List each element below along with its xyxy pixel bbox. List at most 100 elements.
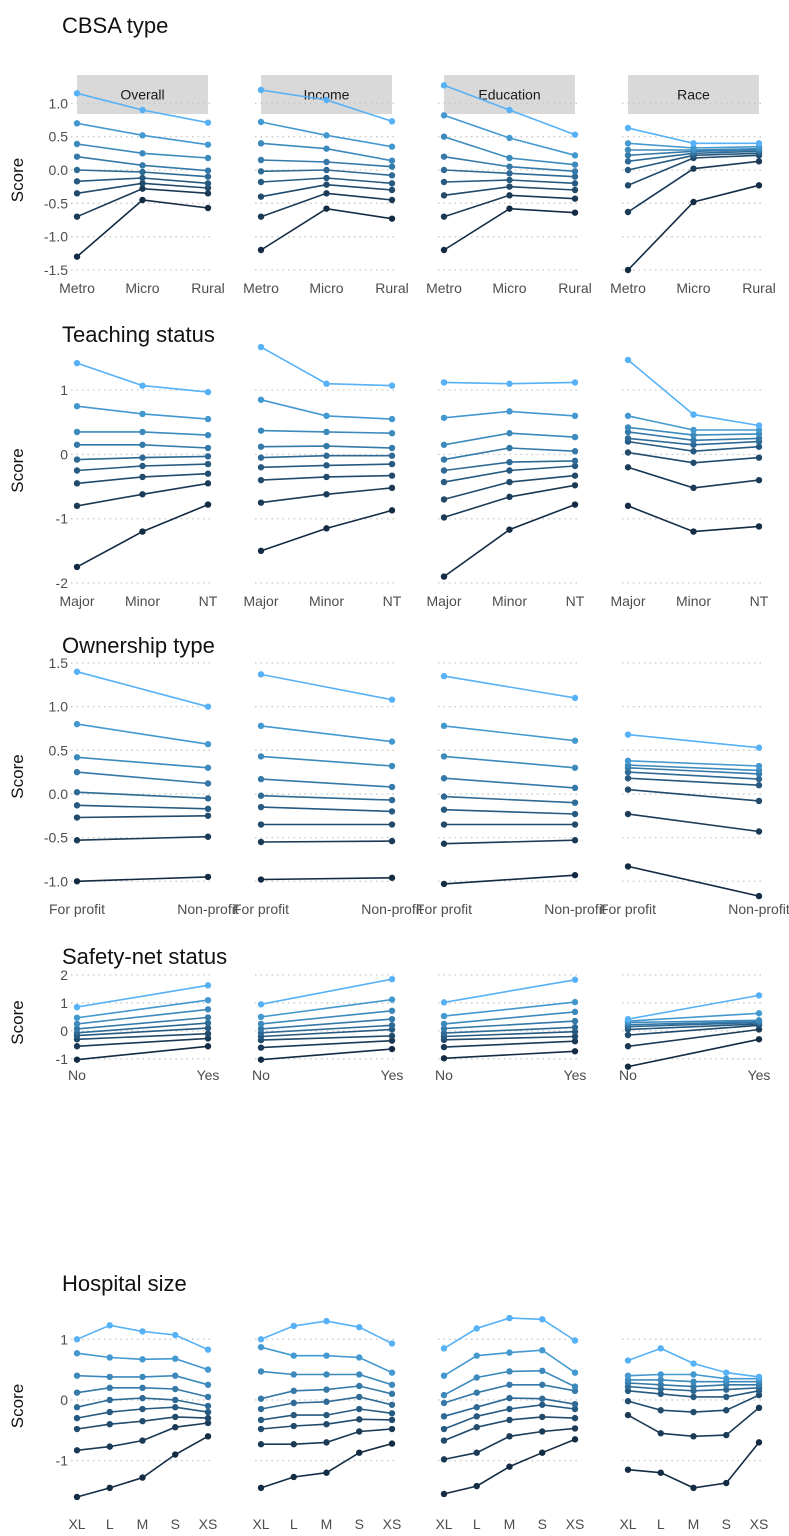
data-point <box>388 172 396 179</box>
series-line <box>443 979 576 1004</box>
series-line <box>627 1012 760 1022</box>
data-point <box>755 426 763 434</box>
data-point <box>73 1020 81 1028</box>
data-point <box>571 186 579 194</box>
series-line <box>443 207 576 251</box>
data-point <box>356 1405 363 1413</box>
series-line <box>260 1028 393 1038</box>
data-point <box>440 1025 448 1032</box>
series-line <box>260 207 393 251</box>
data-point <box>73 90 81 97</box>
data-point <box>723 1431 730 1439</box>
data-point <box>139 1328 146 1335</box>
data-point <box>506 458 513 466</box>
data-point <box>73 153 81 160</box>
data-point <box>571 1337 579 1344</box>
series-line <box>260 346 393 387</box>
data-point <box>473 1404 480 1411</box>
data-point <box>440 133 448 140</box>
series-line <box>76 1016 209 1030</box>
data-point <box>624 266 632 274</box>
data-point <box>624 1031 632 1039</box>
series-line <box>76 876 209 883</box>
series-line <box>260 1018 393 1030</box>
data-point <box>690 441 697 448</box>
x-tick-label: L <box>657 1516 665 1532</box>
data-point <box>257 838 265 846</box>
facet-strip-label: Education <box>478 87 540 103</box>
data-point <box>440 806 448 813</box>
data-point <box>323 166 330 174</box>
data-point <box>571 131 579 138</box>
row-title: Ownership type <box>62 633 215 658</box>
y-tick-label: 0 <box>60 446 68 462</box>
data-point <box>506 154 513 162</box>
data-point <box>539 1401 546 1408</box>
series-line <box>443 755 576 769</box>
data-point <box>257 168 265 175</box>
series-line <box>260 1039 393 1049</box>
data-point <box>755 744 763 751</box>
series-line <box>627 760 760 767</box>
data-point <box>257 396 265 403</box>
data-point <box>204 173 212 180</box>
data-point <box>388 762 396 770</box>
data-point <box>172 1396 179 1404</box>
data-point <box>323 96 330 104</box>
data-point <box>73 178 81 185</box>
data-point <box>73 480 81 487</box>
data-point <box>440 672 448 680</box>
data-point <box>571 433 579 441</box>
data-point <box>539 1367 546 1375</box>
data-point <box>571 482 579 489</box>
data-point <box>440 192 448 199</box>
data-point <box>290 1411 297 1419</box>
data-point <box>204 1393 212 1401</box>
data-point <box>690 426 697 434</box>
data-point <box>657 1430 664 1437</box>
data-point <box>755 892 763 900</box>
data-point <box>172 1404 179 1411</box>
data-point <box>73 1350 81 1357</box>
data-point <box>204 833 212 840</box>
y-tick-label: -1 <box>56 1051 69 1067</box>
data-point <box>571 737 579 744</box>
data-point <box>323 1371 330 1378</box>
data-point <box>204 1043 212 1050</box>
data-point <box>204 204 212 212</box>
data-point <box>106 1322 113 1329</box>
series-line <box>627 771 760 780</box>
series-line <box>443 675 576 699</box>
data-point <box>257 1484 265 1492</box>
data-point <box>257 499 265 506</box>
data-point <box>571 1400 579 1408</box>
data-point <box>323 462 330 469</box>
data-point <box>388 1381 396 1388</box>
series-line <box>260 794 393 801</box>
data-point <box>257 775 265 783</box>
data-point <box>624 152 632 159</box>
data-point <box>323 1439 330 1446</box>
panel-race: Race Metro Micro Rural <box>610 75 776 296</box>
data-point <box>506 1368 513 1375</box>
data-point <box>204 764 212 771</box>
data-point <box>571 180 579 187</box>
data-point <box>204 460 212 468</box>
data-point <box>139 410 146 418</box>
x-tick-label: No <box>435 1067 453 1083</box>
data-point <box>356 1323 363 1331</box>
data-point <box>571 472 579 479</box>
data-point <box>139 185 146 192</box>
y-tick-label: 1 <box>60 995 68 1011</box>
data-point <box>290 1322 297 1330</box>
data-point <box>73 1056 81 1063</box>
facet-row-4: Hospital size Score -1 0 1 XL L M S XS XL L M S XS XL L M… <box>8 1271 768 1532</box>
data-point <box>204 1014 212 1021</box>
data-point <box>257 213 265 220</box>
data-point <box>290 1473 297 1481</box>
data-point <box>323 1411 330 1419</box>
x-tick-label: XL <box>435 1516 452 1532</box>
data-point <box>356 1449 363 1456</box>
x-tick-label: S <box>171 1516 180 1532</box>
data-point <box>139 1417 146 1425</box>
